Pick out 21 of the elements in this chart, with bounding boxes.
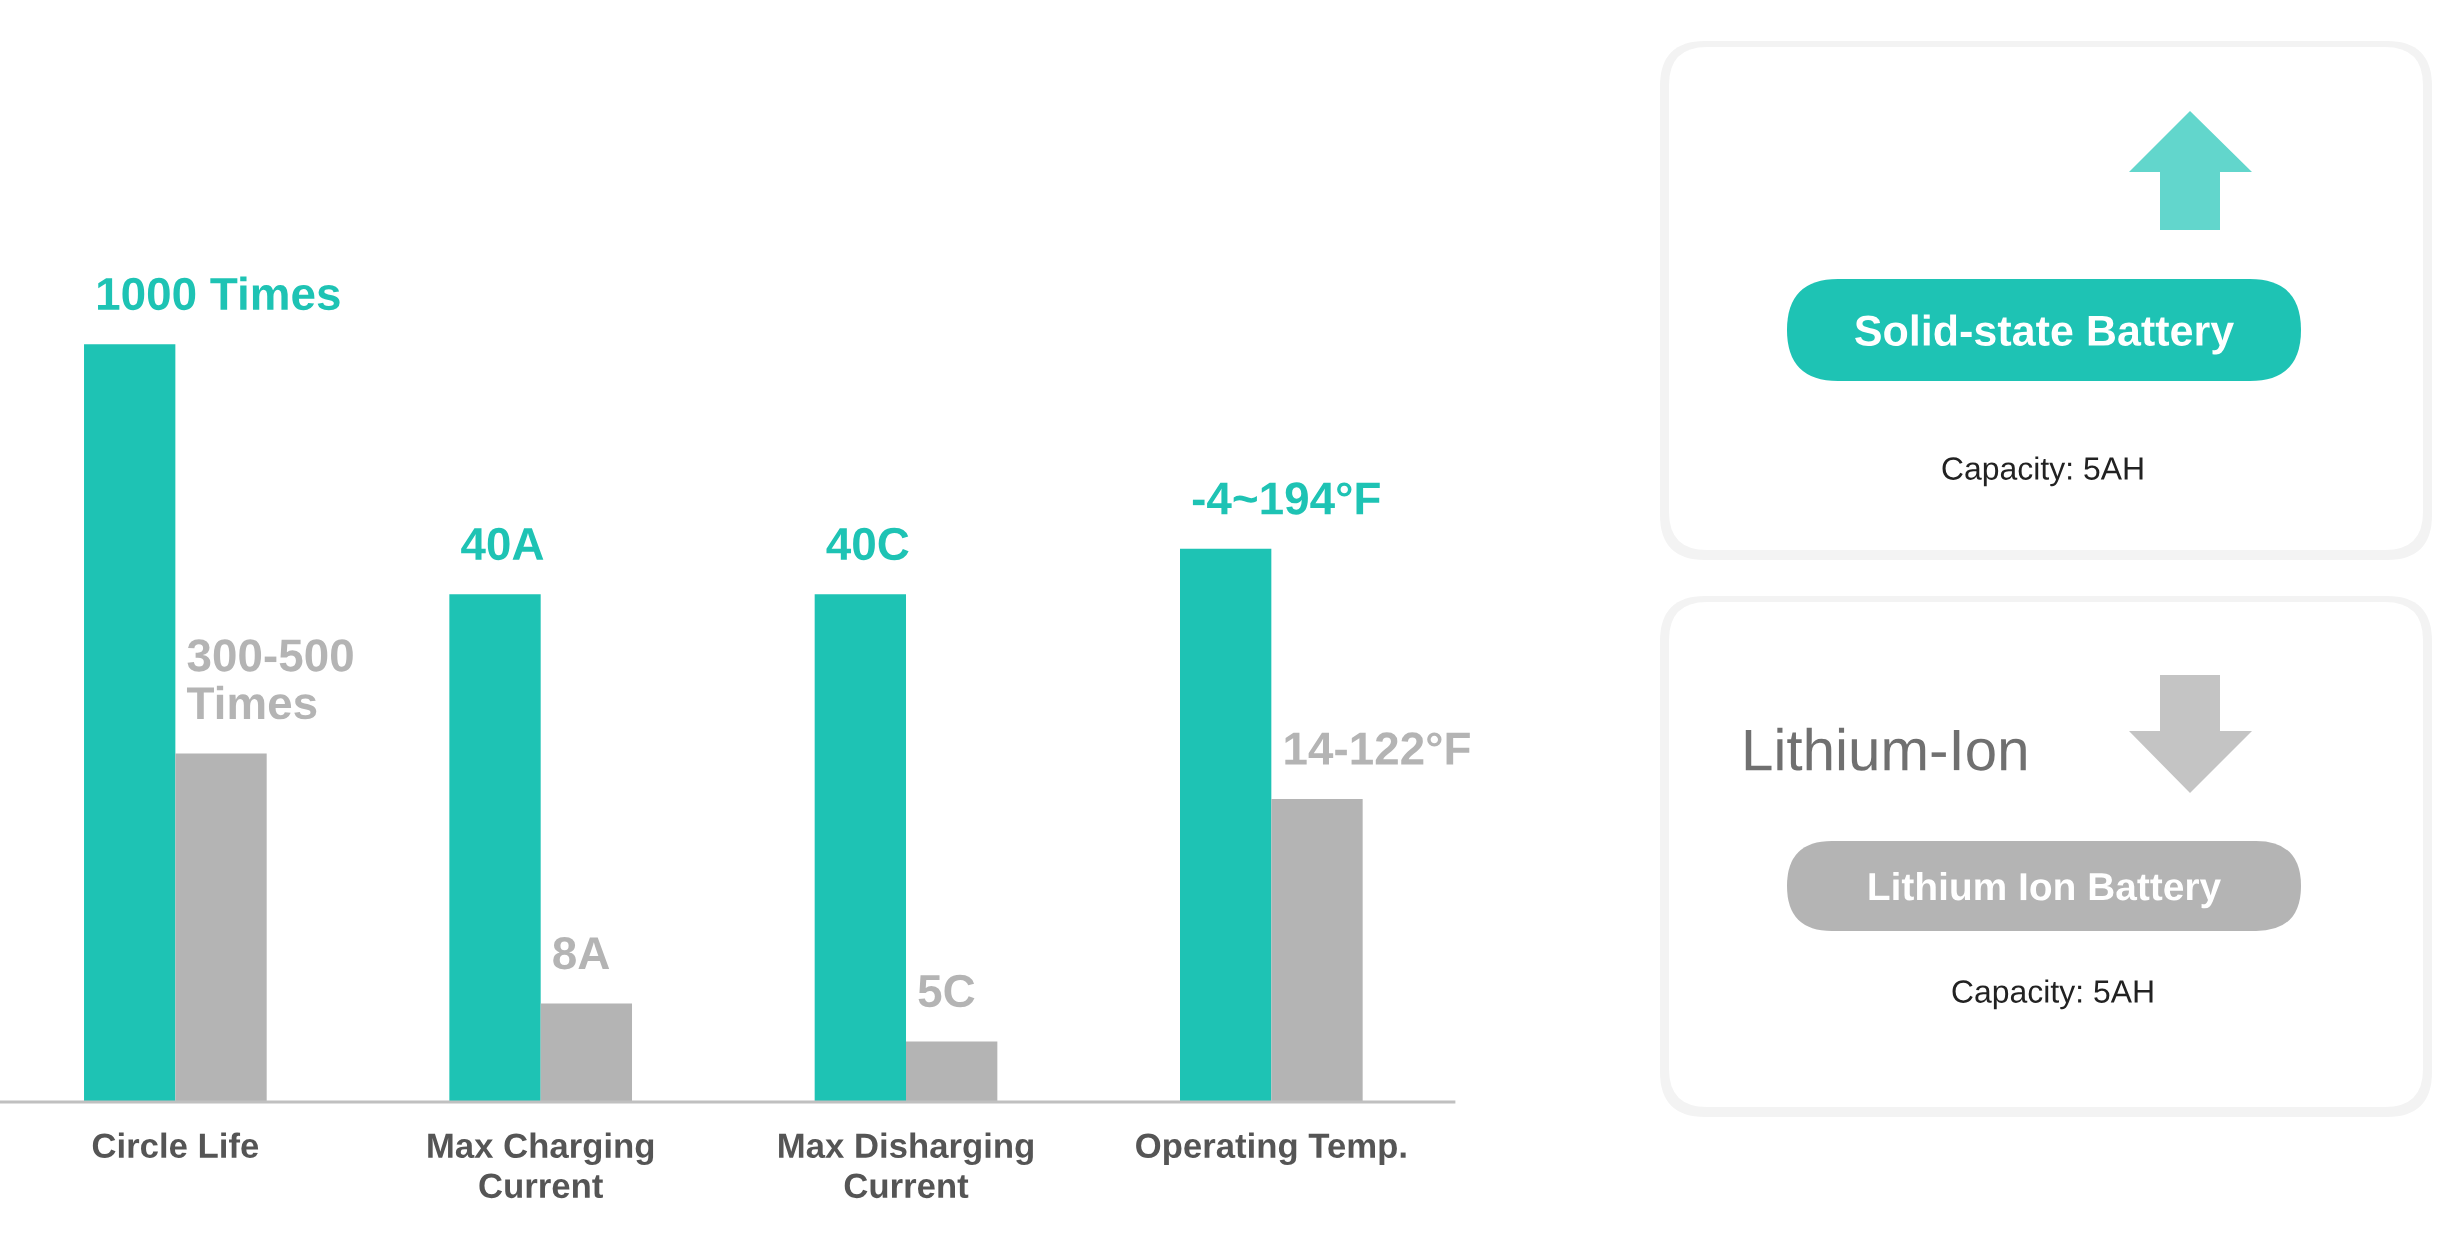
annotation: 40A bbox=[461, 527, 544, 561]
annotation: 5C bbox=[918, 974, 975, 1008]
bar bbox=[84, 344, 176, 1102]
annotation: 14-122°F bbox=[1285, 732, 1470, 765]
text: Lithium Ion Battery bbox=[1869, 871, 2221, 909]
annotation: 8A bbox=[553, 936, 610, 970]
annotation: 40C bbox=[826, 527, 909, 561]
x-tick-label: Operating Temp. bbox=[1136, 1132, 1406, 1166]
text: Solid-state Battery bbox=[1855, 314, 2234, 355]
x-tick-label: Max Charging Current bbox=[428, 1132, 654, 1199]
annotation: -4~194°F bbox=[1192, 482, 1380, 515]
bar bbox=[449, 594, 541, 1102]
x-tick-label: Max Disharging Current bbox=[779, 1132, 1033, 1199]
text: Capacity: 5AH bbox=[1942, 456, 2143, 487]
text: Capacity: 5AH bbox=[1952, 979, 2153, 1010]
bar bbox=[1180, 548, 1272, 1102]
annotation: 1000 Times bbox=[98, 276, 340, 311]
x-tick-label: Circle Life bbox=[92, 1132, 259, 1159]
annotation: 300-500 Times bbox=[186, 639, 353, 720]
bar bbox=[814, 594, 907, 1102]
text: Lithium-Ion bbox=[1745, 727, 2026, 771]
